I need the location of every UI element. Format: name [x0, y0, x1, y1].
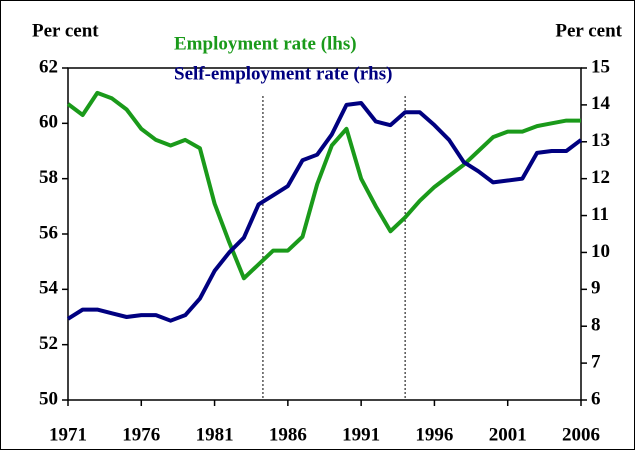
y2-tick-label: 14: [591, 93, 611, 114]
series-line: [66, 101, 583, 323]
x-tick-label: 2001: [489, 424, 527, 445]
y2-axis-label: Per cent: [555, 20, 622, 41]
x-tick-label: 1986: [269, 424, 307, 445]
y-tick-label: 56: [39, 222, 58, 243]
y2-tick-label: 10: [591, 241, 610, 262]
x-tick-label: 1971: [49, 424, 87, 445]
x-tick-label: 1981: [196, 424, 234, 445]
y-tick-label: 58: [39, 167, 58, 188]
y2-tick-label: 15: [591, 56, 610, 77]
y2-tick-label: 13: [591, 130, 610, 151]
series-line: [66, 90, 581, 281]
y-tick-label: 52: [39, 333, 58, 354]
x-tick-label: 2006: [562, 424, 600, 445]
y-tick-label: 62: [39, 56, 58, 77]
y2-tick-label: 8: [591, 315, 601, 336]
y2-tick-label: 9: [591, 278, 601, 299]
x-tick-label: 1976: [122, 424, 160, 445]
y-tick-label: 54: [39, 278, 59, 299]
y2-tick-label: 11: [591, 204, 609, 225]
y2-tick-label: 6: [591, 388, 601, 409]
y-axis-label: Per cent: [32, 20, 99, 41]
x-tick-label: 1991: [342, 424, 380, 445]
y2-tick-label: 12: [591, 167, 610, 188]
legend-entry: Employment rate (lhs): [174, 33, 357, 54]
y-tick-label: 60: [39, 112, 58, 133]
y-tick-label: 50: [39, 388, 58, 409]
y2-tick-label: 7: [591, 351, 601, 372]
legend-entry: Self-employment rate (rhs): [174, 63, 392, 84]
x-tick-label: 1996: [415, 424, 453, 445]
